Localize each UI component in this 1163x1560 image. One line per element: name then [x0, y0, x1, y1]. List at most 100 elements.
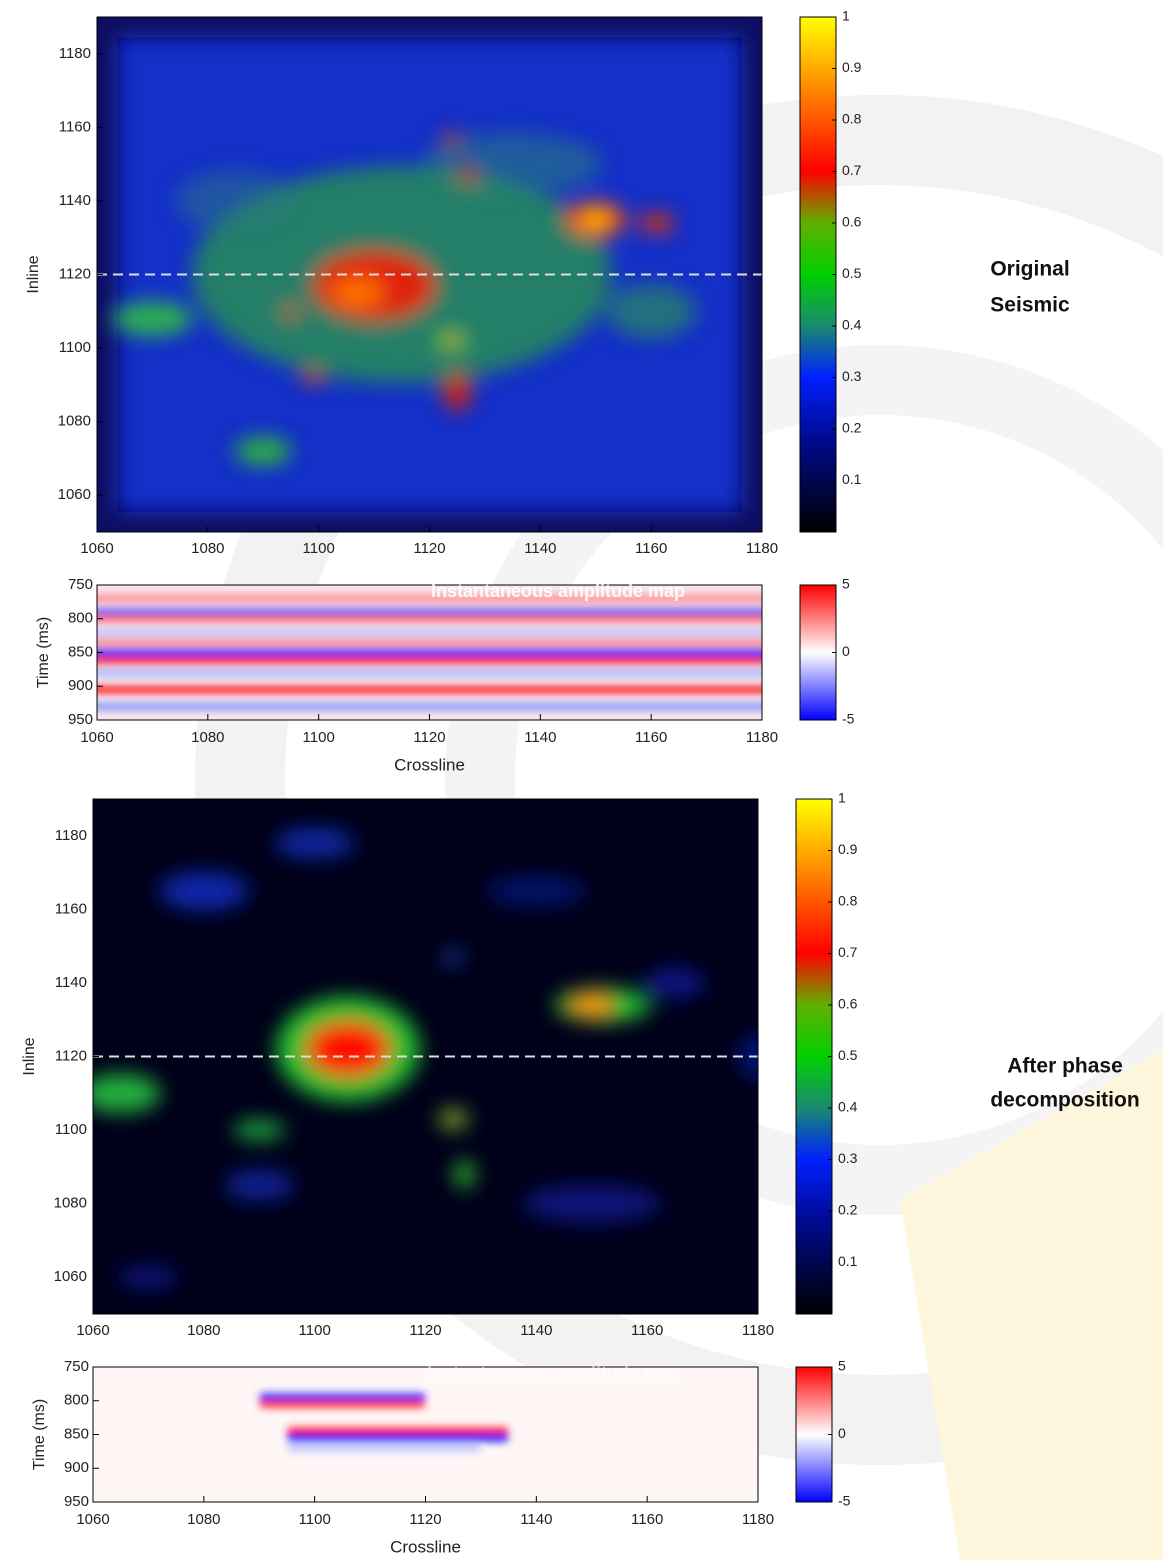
section-title: Instantaneous amplitude map: [427, 1363, 681, 1383]
colorbar-label: 5: [842, 576, 850, 592]
caption: Seismic: [990, 294, 1070, 317]
heatmap: [81, 799, 778, 1314]
y-axis-label: Time (ms): [35, 617, 52, 688]
x-axis-label: Crossline: [394, 755, 465, 774]
x-tick-label: 1160: [635, 729, 667, 746]
y-tick-label: 750: [68, 576, 93, 593]
y-tick-label: 1080: [58, 413, 91, 430]
colorbar-label: 0.7: [842, 162, 862, 178]
x-tick-label: 1180: [746, 729, 778, 746]
x-tick-label: 1100: [299, 1511, 331, 1528]
blob: [112, 302, 192, 336]
colorbar-label: 0.5: [838, 1047, 858, 1063]
y-tick-label: 1060: [58, 486, 91, 503]
blob: [443, 951, 463, 963]
colorbar: [800, 17, 836, 532]
colorbar-label: 0.6: [842, 214, 862, 230]
blob: [486, 875, 586, 906]
blob: [176, 170, 296, 232]
colorbar-label: 0.3: [842, 368, 862, 384]
colorbar: [796, 799, 832, 1314]
x-tick-label: 1060: [80, 729, 113, 746]
band: [77, 615, 782, 623]
x-tick-label: 1120: [409, 1322, 441, 1339]
figure: 1060108011001120114011601180106010801100…: [0, 0, 1163, 1560]
y-tick-label: 1060: [54, 1268, 87, 1285]
band: [77, 703, 782, 711]
band: [259, 1400, 425, 1408]
heatmap: [97, 17, 762, 532]
y-tick-label: 900: [68, 677, 93, 694]
blob: [583, 1000, 601, 1011]
colorbar-label: 0.1: [838, 1253, 858, 1269]
blob: [224, 1170, 294, 1201]
colorbar-label: 1: [842, 8, 850, 24]
y-axis-label: Inline: [21, 1037, 38, 1075]
colorbar-label: 0: [842, 643, 850, 659]
colorbar-label: 0.7: [838, 944, 858, 960]
band: [287, 1434, 509, 1442]
y-tick-label: 900: [64, 1459, 89, 1476]
x-tick-label: 1160: [631, 1511, 663, 1528]
caption: Original: [990, 258, 1069, 281]
colorbar-label: 0.8: [842, 111, 862, 127]
colorbar-label: -5: [842, 711, 855, 727]
x-tick-label: 1060: [80, 540, 113, 557]
colorbar-label: 0.9: [842, 59, 862, 75]
x-tick-label: 1140: [520, 1511, 552, 1528]
y-axis-label: Inline: [25, 255, 42, 293]
y-tick-label: 950: [64, 1493, 89, 1510]
y-tick-label: 1100: [59, 339, 91, 356]
colorbar-label: 0.4: [838, 1099, 858, 1115]
y-tick-label: 1140: [59, 192, 91, 209]
blob: [606, 284, 696, 338]
y-tick-label: 1120: [59, 265, 91, 282]
x-tick-label: 1180: [746, 540, 778, 557]
x-tick-label: 1100: [303, 540, 335, 557]
colorbar-label: 0: [838, 1425, 846, 1441]
blob: [645, 967, 705, 998]
y-tick-label: 800: [68, 610, 93, 627]
x-tick-label: 1100: [299, 1322, 331, 1339]
x-tick-label: 1080: [187, 1511, 220, 1528]
x-axis-label: Crossline: [390, 1537, 461, 1556]
x-tick-label: 1140: [524, 540, 556, 557]
blob: [454, 1161, 474, 1187]
x-tick-label: 1180: [742, 1322, 774, 1339]
section-title: Instantaneous amplitude map: [431, 581, 685, 601]
blob: [443, 131, 461, 145]
y-axis-label: Time (ms): [31, 1399, 48, 1470]
band: [77, 657, 782, 665]
blob: [584, 213, 608, 225]
x-tick-label: 1120: [413, 729, 445, 746]
caption: decomposition: [990, 1089, 1139, 1112]
colorbar-label: 1: [838, 790, 846, 806]
x-tick-label: 1140: [524, 729, 556, 746]
colorbar-label: -5: [838, 1493, 851, 1509]
colorbar-label: 0.8: [838, 893, 858, 909]
blob: [303, 371, 323, 385]
colorbar: [800, 585, 836, 720]
band: [77, 638, 782, 646]
colorbar-label: 0.2: [838, 1202, 858, 1218]
y-tick-label: 1140: [55, 974, 87, 991]
x-tick-label: 1080: [191, 729, 224, 746]
band: [77, 628, 782, 636]
blob: [283, 305, 299, 317]
blob: [456, 168, 480, 182]
y-tick-label: 1160: [59, 118, 91, 135]
y-tick-label: 1180: [55, 827, 87, 844]
x-tick-label: 1120: [413, 540, 445, 557]
panel: 1060 1080 1100 1120 1140 1160 1180 1060 1080 1100…: [25, 8, 861, 775]
section-image: [77, 585, 782, 720]
colorbar-label: 0.6: [838, 996, 858, 1012]
blob: [118, 1266, 178, 1289]
x-tick-label: 1180: [742, 1511, 774, 1528]
caption: After phase: [1007, 1055, 1123, 1078]
bands: [77, 595, 782, 711]
x-tick-label: 1160: [635, 540, 667, 557]
band: [287, 1444, 481, 1452]
y-tick-label: 1120: [55, 1047, 87, 1064]
blob: [275, 828, 355, 859]
